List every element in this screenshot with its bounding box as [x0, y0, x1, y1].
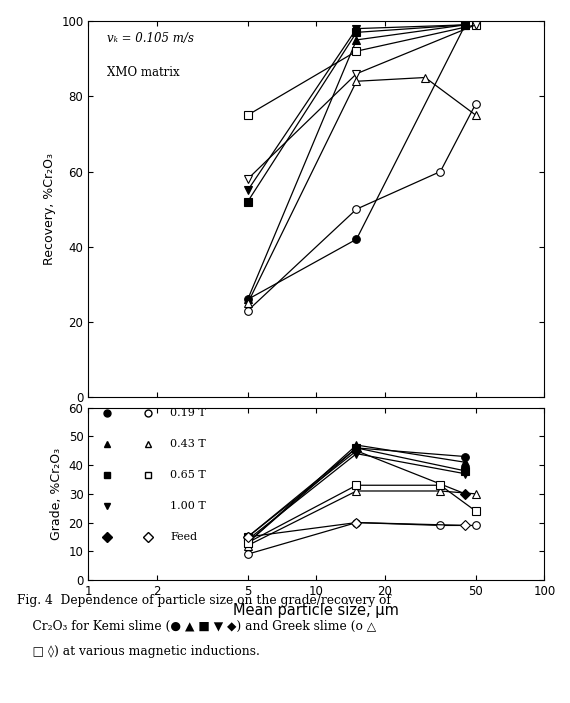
Y-axis label: Grade, %Cr₂O₃: Grade, %Cr₂O₃ — [50, 448, 63, 540]
X-axis label: Mean particle size, μm: Mean particle size, μm — [233, 603, 400, 619]
Text: Fig. 4  Dependence of particle size on the grade/recovery of: Fig. 4 Dependence of particle size on th… — [17, 594, 391, 607]
Text: XMO matrix: XMO matrix — [107, 66, 179, 79]
Text: 0.65 T: 0.65 T — [170, 470, 206, 480]
Text: 0.43 T: 0.43 T — [170, 439, 206, 449]
Text: vₖ = 0.105 m/s: vₖ = 0.105 m/s — [107, 32, 193, 46]
Text: Feed: Feed — [170, 532, 198, 542]
Text: □ ◊) at various magnetic inductions.: □ ◊) at various magnetic inductions. — [17, 645, 260, 658]
Text: Cr₂O₃ for Kemi slime (● ▲ ■ ▼ ◆) and Greek slime (o △: Cr₂O₃ for Kemi slime (● ▲ ■ ▼ ◆) and Gre… — [17, 620, 376, 633]
Text: 0.19 T: 0.19 T — [170, 408, 206, 418]
Y-axis label: Recovery, %Cr₂O₃: Recovery, %Cr₂O₃ — [43, 153, 56, 265]
Text: 1.00 T: 1.00 T — [170, 501, 206, 511]
